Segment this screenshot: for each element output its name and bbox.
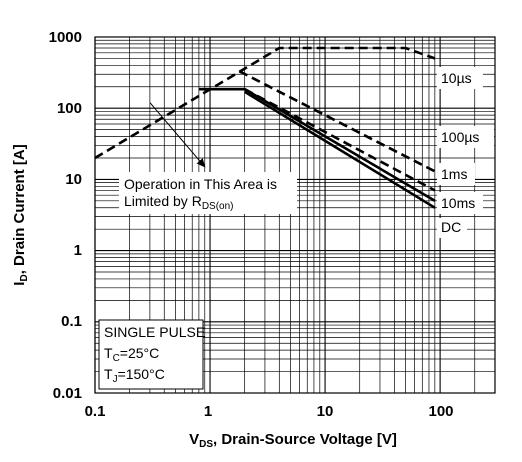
series-label-10us: 10µs (441, 70, 472, 86)
condition-tc: TC=25°C (104, 345, 159, 364)
y-axis-title: ID, Drain Current [A] (11, 144, 30, 285)
series-line-dc (244, 90, 436, 209)
grid-lines (94, 36, 496, 394)
label-bg-100us (437, 126, 494, 148)
series-lines (94, 46, 436, 209)
y-tick-label-1: 1 (74, 242, 82, 259)
condition-single-pulse: SINGLE PULSE (104, 324, 205, 340)
label-bg-10ms (437, 192, 483, 214)
label-bg-1ms (437, 163, 475, 185)
y-tick-label-0.01: 0.01 (53, 385, 82, 402)
y-tick-label-10: 10 (65, 171, 82, 188)
plot-frame (94, 36, 496, 394)
series-line-1ms (244, 88, 436, 192)
label-bg-dc (437, 218, 467, 238)
annotation-box (119, 172, 297, 214)
series-label-100us: 100µs (441, 129, 479, 145)
series-label-10ms: 10ms (441, 195, 475, 211)
series-label-1ms: 1ms (441, 166, 467, 182)
annotation-line-2: Limited by RDS(on) (124, 193, 234, 212)
series-line-10s (94, 46, 436, 160)
condition-tj: TJ=150°C (104, 366, 165, 385)
x-tick-label-10: 10 (317, 403, 334, 420)
conditions-box (98, 319, 204, 390)
series-line-100s (238, 70, 436, 173)
y-tick-label-100: 100 (57, 100, 82, 117)
y-tick-label-0.1: 0.1 (61, 313, 82, 330)
x-tick-label-0.1: 0.1 (85, 403, 106, 420)
series-label-dc: DC (441, 219, 461, 235)
x-axis-title: VDS, Drain-Source Voltage [V] (189, 431, 397, 450)
series-line-10ms (198, 87, 436, 202)
y-tick-label-1000: 1000 (49, 29, 82, 46)
label-bg-10us (437, 67, 483, 89)
x-tick-label-1: 1 (204, 403, 212, 420)
annotation-line-1: Operation in This Area is (124, 176, 277, 192)
annotation-arrow (149, 102, 206, 168)
x-tick-label-100: 100 (428, 403, 453, 420)
